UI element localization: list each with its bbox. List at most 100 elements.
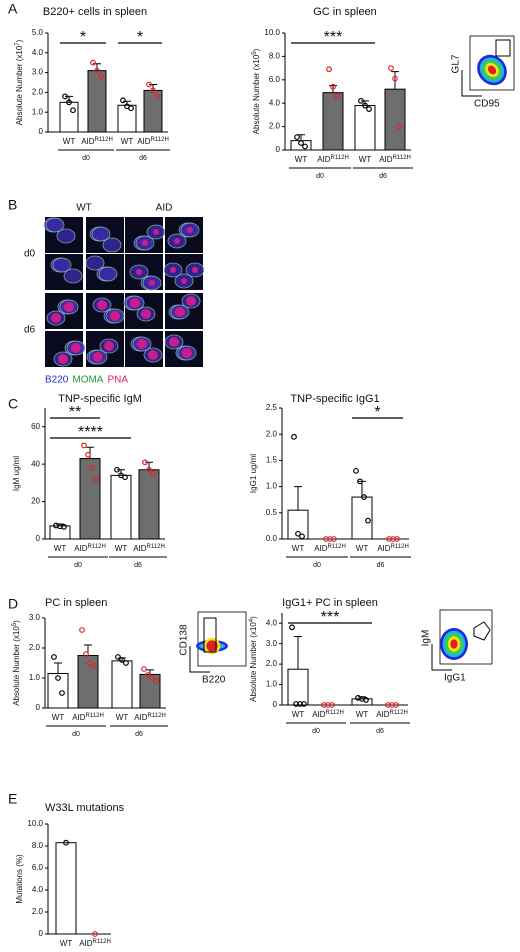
bar (287, 509, 309, 540)
data-point (91, 663, 97, 669)
category-sup: R112H (391, 544, 409, 550)
data-point (128, 105, 134, 112)
data-point (289, 624, 295, 631)
data-point (327, 536, 333, 542)
y-axis-label-sup: 5 (252, 51, 258, 55)
y-axis-label-text: IgM ug/ml (12, 456, 21, 491)
bar (87, 70, 107, 133)
x-tick-label: WT (292, 544, 305, 553)
group-label: d0 (313, 562, 321, 569)
x-tick-label: WT (292, 710, 305, 719)
germinal-center (136, 269, 142, 275)
x-tick-label: AIDR112H (134, 713, 166, 723)
significance-label: * (137, 29, 143, 46)
significance-label: *** (324, 29, 343, 46)
category-name: AID (133, 544, 147, 553)
germinal-center (148, 350, 158, 360)
germinal-center (58, 354, 68, 364)
flow-y-label: IgM (421, 630, 432, 647)
data-point (299, 533, 305, 540)
data-point (301, 701, 307, 707)
category-name: AID (134, 713, 148, 722)
bar (55, 842, 77, 935)
data-point (145, 672, 151, 678)
y-axis-label-sup: 7 (15, 42, 21, 46)
y-axis-label-text: Absolute Number (x10 (252, 54, 261, 134)
gate (495, 39, 511, 57)
category-sup: R112H (390, 710, 408, 716)
data-point (361, 494, 367, 500)
data-point (388, 65, 394, 71)
data-point (149, 675, 155, 681)
chart-title: TNP-specific IgG1 (290, 393, 379, 405)
category-name: AID (81, 137, 95, 146)
error-bar (123, 100, 131, 106)
y-tick-label: 2.0 (266, 429, 278, 438)
y-axis-label-text: Mutations (%) (15, 854, 24, 904)
data-point (150, 87, 156, 94)
y-tick-label: 3.0 (29, 613, 41, 622)
y-axis-label-sup: 5 (12, 622, 18, 626)
y-tick-label: 3.0 (266, 639, 278, 648)
data-point (141, 666, 147, 672)
category-name: AID (137, 137, 151, 146)
flow-y-label: GL7 (451, 54, 462, 73)
density (487, 65, 497, 75)
group-label: d6 (135, 731, 143, 738)
x-tick-label: AIDR112H (379, 155, 411, 165)
y-tick-label: 0 (273, 700, 278, 709)
data-point (389, 702, 395, 708)
y-tick-label: 0.0 (266, 534, 278, 543)
x-tick-label: AIDR112H (72, 713, 104, 723)
y-axis-label: Absolute Number (x105) (252, 48, 262, 134)
germinal-center (130, 298, 140, 308)
group-label: d6 (139, 155, 147, 162)
y-tick-label: 1.5 (266, 456, 278, 465)
image-row-label: d6 (24, 325, 36, 336)
x-tick-label: AIDR112H (376, 710, 408, 720)
data-point (393, 702, 399, 708)
category-name: WT (359, 155, 372, 164)
error-bar (294, 486, 302, 511)
micrographs (43, 217, 205, 367)
y-axis-label: IgM ug/ml (12, 456, 21, 491)
germinal-center (192, 267, 198, 273)
bar (351, 698, 373, 706)
data-point (98, 73, 104, 80)
x-tick-label: WT (115, 544, 128, 553)
image-column-label: WT (76, 203, 92, 214)
y-tick-label: 2.5 (266, 403, 278, 412)
significance-label: **** (78, 424, 103, 441)
follicle (45, 217, 65, 233)
germinal-center (104, 341, 114, 351)
y-tick-label: 60 (31, 422, 40, 431)
data-point (366, 106, 372, 112)
category-name: AID (376, 710, 390, 719)
error-bar (294, 636, 302, 670)
group-label: d0 (72, 731, 80, 738)
error-bar (93, 63, 101, 71)
y-tick-label: 5.0 (32, 28, 44, 37)
x-tick-label: AIDR112H (81, 137, 113, 147)
group-label: d6 (134, 562, 142, 569)
x-tick-label: WT (63, 137, 76, 146)
y-axis-label-end: ) (252, 48, 261, 51)
flow-y-label: CD138 (179, 624, 190, 656)
bar (79, 458, 101, 540)
panel-letter: A (8, 1, 18, 17)
y-axis-label-text: IgG1 ug/ml (249, 454, 258, 493)
gate (473, 621, 491, 641)
group-label: d0 (312, 728, 320, 735)
data-point (334, 93, 340, 100)
data-point (325, 702, 331, 708)
category-name: WT (356, 710, 369, 719)
category-name: AID (317, 155, 331, 164)
category-sup: R112H (331, 155, 349, 161)
y-tick-label: 1.0 (266, 680, 278, 689)
chart-title: PC in spleen (45, 597, 107, 609)
category-sup: R112H (95, 137, 113, 143)
y-tick-label: 1.0 (32, 107, 44, 116)
data-point (81, 442, 87, 449)
germinal-center (175, 307, 185, 317)
x-tick-label: WT (116, 713, 129, 722)
